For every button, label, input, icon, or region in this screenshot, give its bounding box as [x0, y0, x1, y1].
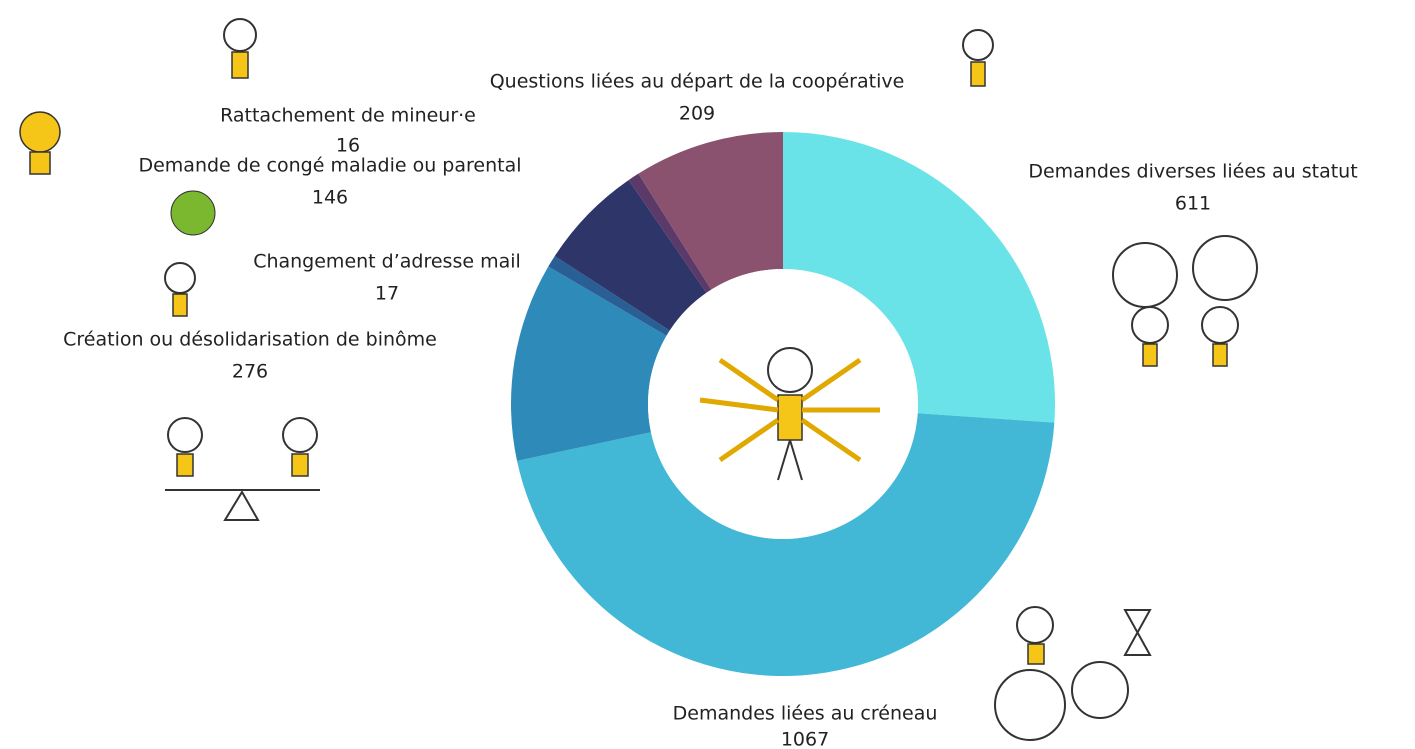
segment-value: 611: [1175, 193, 1211, 215]
chart: Demandes diverses liées au statut 611 Dema…: [0, 0, 1415, 749]
segment-value: 276: [232, 361, 268, 383]
segment-value: 146: [312, 187, 348, 209]
segment-label: Changement d’adresse mail: [253, 251, 521, 273]
segment-label: Questions liées au départ de la coopérat…: [490, 71, 905, 93]
segment-label: Demandes diverses liées au statut: [1028, 161, 1357, 183]
segment-value: 1067: [781, 729, 829, 749]
segment-value: 209: [679, 103, 715, 125]
segment-label: Demandes liées au créneau: [673, 703, 938, 725]
segment-value: 17: [375, 283, 399, 305]
segment-label: Demande de congé maladie ou parental: [138, 155, 521, 177]
segment-label: Rattachement de mineur·e: [220, 105, 476, 127]
segment-label: Création ou désolidarisation de binôme: [63, 329, 437, 351]
segment-value: 16: [336, 135, 360, 157]
